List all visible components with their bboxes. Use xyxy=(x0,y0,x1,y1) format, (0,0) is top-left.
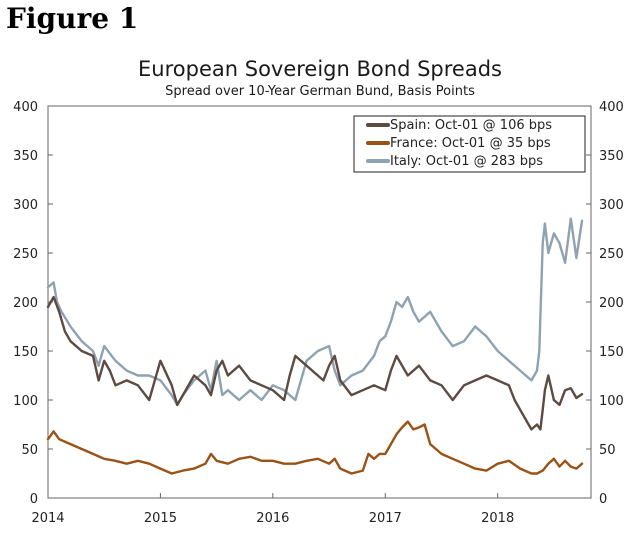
y-tick-label-left: 250 xyxy=(13,247,38,262)
y-tick-label-left: 0 xyxy=(30,492,38,507)
axis-ticks: 0 0 50 50 100 100 150 150 200 200 250 250 300 300 350 3… xyxy=(13,100,624,526)
x-tick-label: 2018 xyxy=(481,511,514,526)
legend-label-spain: Spain: Oct-01 @ 106 bps xyxy=(390,118,552,133)
y-tick-label-right: 400 xyxy=(599,100,624,115)
chart-title: European Sovereign Bond Spreads xyxy=(138,57,502,81)
y-tick-label-left: 200 xyxy=(13,296,38,311)
y-tick-label-right: 350 xyxy=(599,149,624,164)
y-tick-label-left: 400 xyxy=(13,100,38,115)
figure-label: Figure 1 xyxy=(6,2,139,35)
x-tick-label: 2014 xyxy=(31,511,64,526)
y-tick-label-right: 150 xyxy=(599,345,624,360)
y-tick-label-left: 150 xyxy=(13,345,38,360)
legend-box xyxy=(353,115,586,173)
x-tick-label: 2016 xyxy=(256,511,289,526)
x-tick-label: 2015 xyxy=(144,511,177,526)
y-tick-label-left: 300 xyxy=(13,198,38,213)
y-tick-label-left: 50 xyxy=(21,443,38,458)
y-tick-label-right: 200 xyxy=(599,296,624,311)
series-line-france xyxy=(46,420,584,475)
y-tick-label-right: 250 xyxy=(599,247,624,262)
chart-subtitle: Spread over 10-Year German Bund, Basis P… xyxy=(165,84,475,99)
y-tick-label-right: 300 xyxy=(599,198,624,213)
legend-label-italy: Italy: Oct-01 @ 283 bps xyxy=(390,154,543,169)
series-group xyxy=(46,217,584,475)
y-tick-label-right: 0 xyxy=(599,492,607,507)
legend: Spain: Oct-01 @ 106 bps France: Oct-01 @ … xyxy=(353,115,586,173)
y-tick-label-right: 100 xyxy=(599,394,624,409)
y-tick-label-left: 350 xyxy=(13,149,38,164)
x-tick-label: 2017 xyxy=(369,511,402,526)
series-line-italy xyxy=(46,217,584,407)
y-tick-label-right: 50 xyxy=(599,443,616,458)
y-tick-label-left: 100 xyxy=(13,394,38,409)
series-line-spain xyxy=(46,295,584,431)
legend-label-france: France: Oct-01 @ 35 bps xyxy=(390,136,551,151)
